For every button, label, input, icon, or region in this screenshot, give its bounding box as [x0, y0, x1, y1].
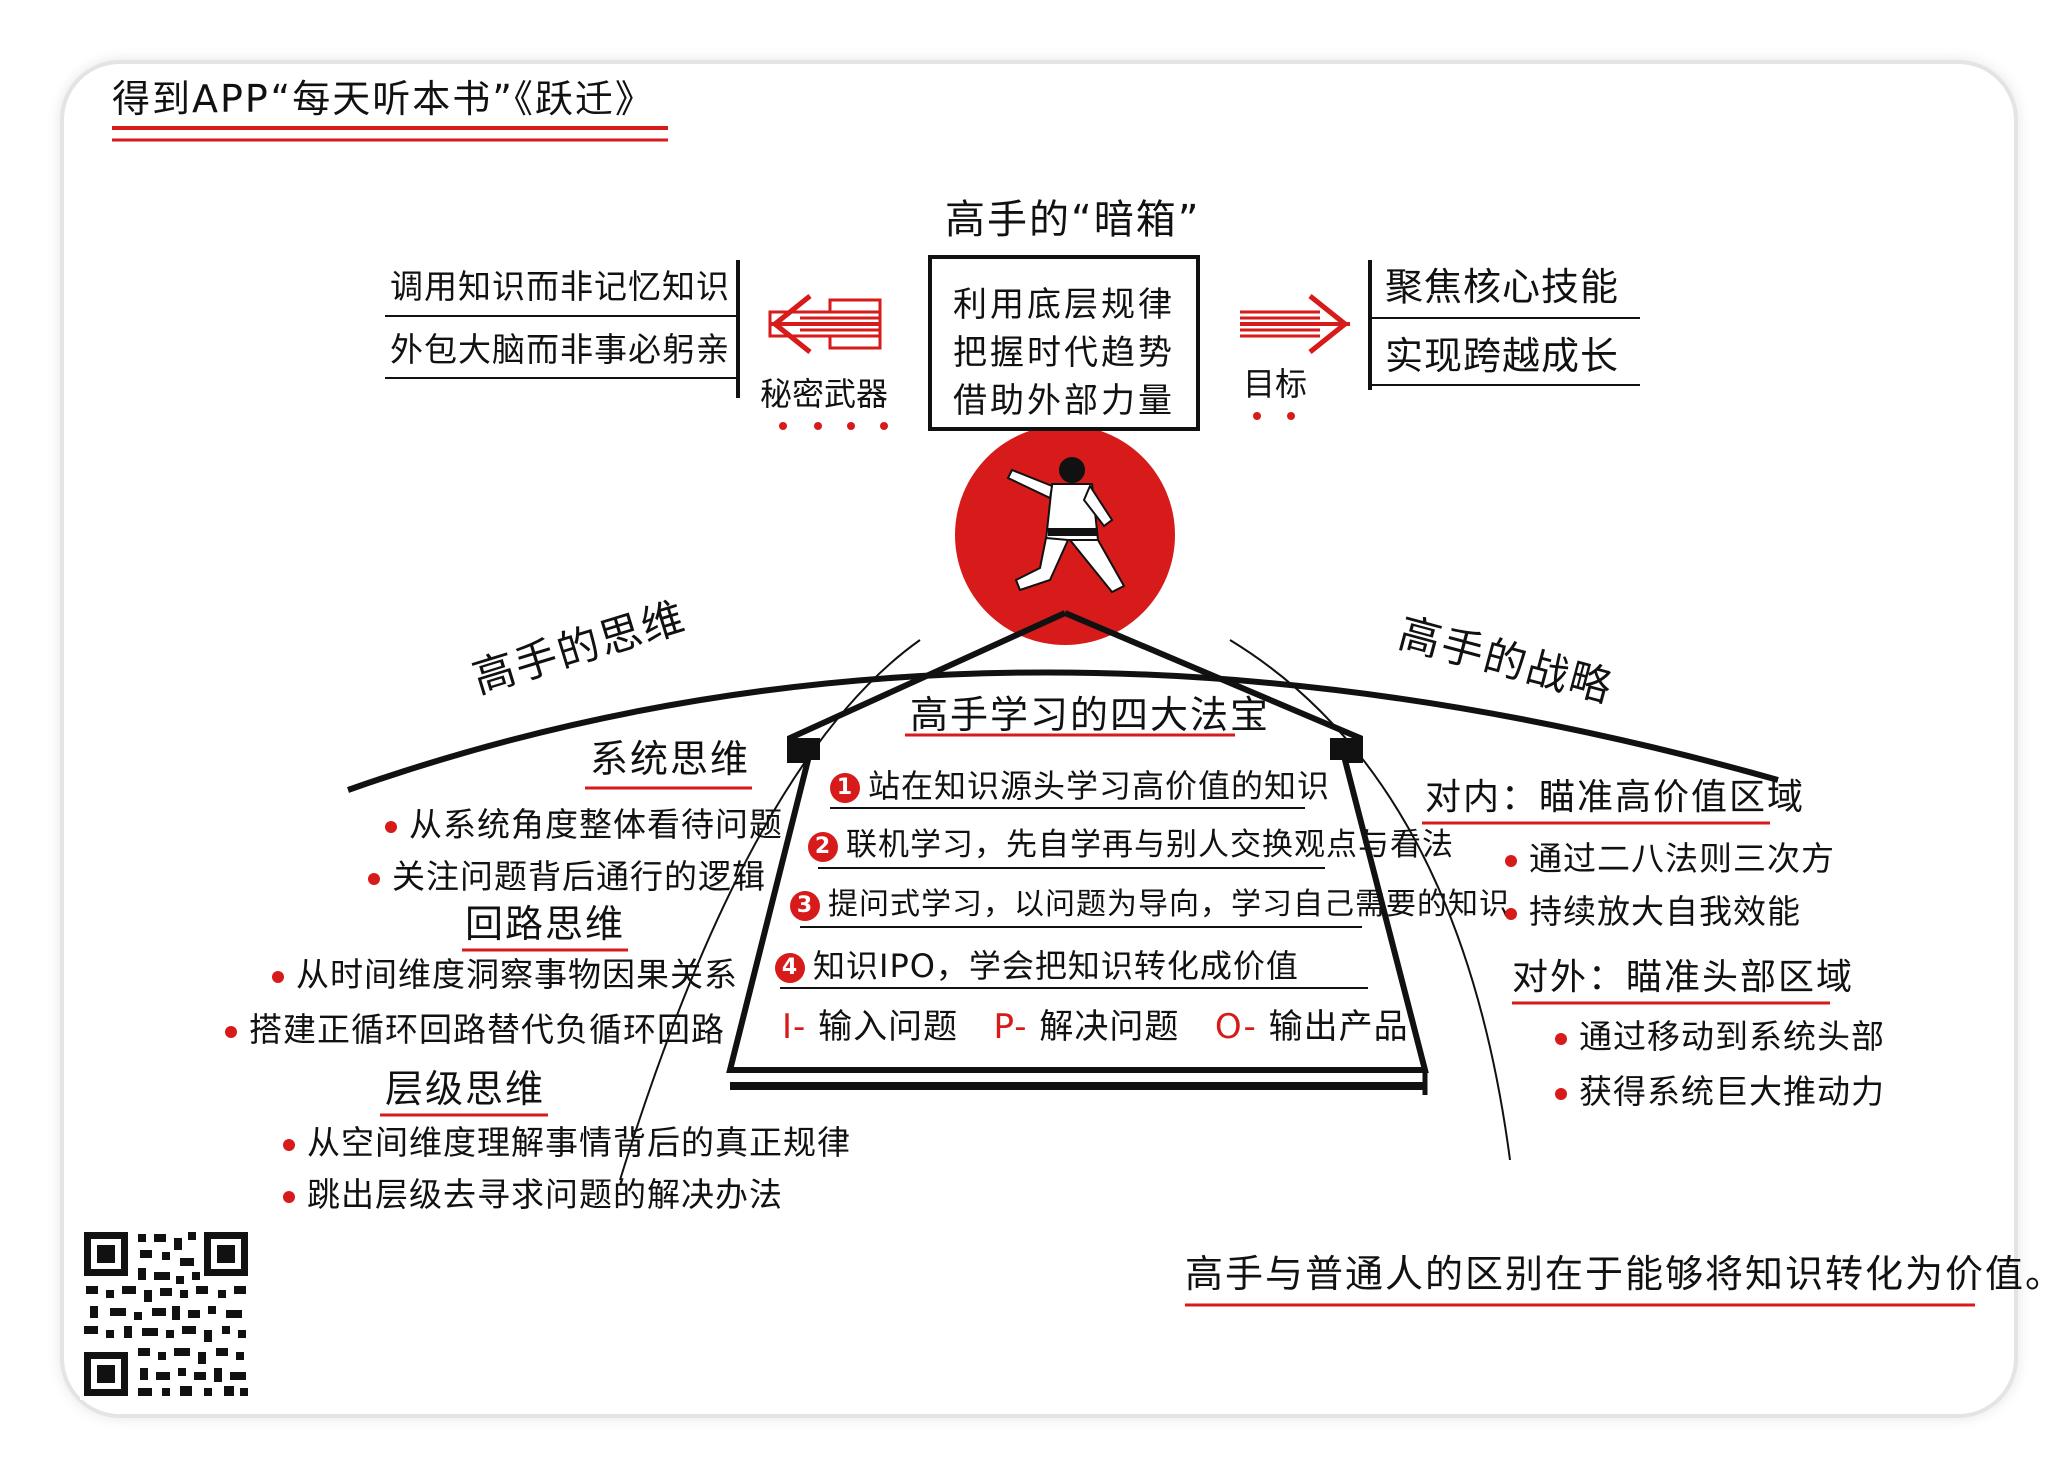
treasure-item-1: 1 站在知识源头学习高价值的知识: [830, 770, 1330, 803]
center-box: 利用底层规律 把握时代趋势 借助外部力量: [928, 255, 1200, 431]
center-line-1: 利用底层规律: [953, 285, 1175, 325]
outer-strategy-item: 通过移动到系统头部: [1555, 1020, 1885, 1053]
left-arrow-icon: [768, 294, 882, 354]
loop-thinking-heading: 回路思维: [465, 902, 626, 946]
system-thinking-heading: 系统思维: [590, 737, 751, 781]
ipo-row: I- 输入问题 P- 解决问题 O- 输出产品: [782, 1007, 1409, 1047]
system-thinking-item: 从系统角度整体看待问题: [385, 808, 783, 841]
treasure-item-2: 2 联机学习，先自学再与别人交换观点与看法: [808, 830, 1454, 862]
inner-strategy-item: 通过二八法则三次方: [1505, 842, 1835, 875]
center-line-3: 借助外部力量: [953, 381, 1175, 421]
loop-thinking-item: 搭建正循环回路替代负循环回路: [225, 1013, 725, 1046]
house-frame: [726, 610, 1429, 1095]
goal-item-1: 聚焦核心技能: [1385, 265, 1620, 309]
center-line-2: 把握时代趋势: [953, 333, 1175, 373]
inner-strategy-item: 持续放大自我效能: [1505, 895, 1801, 928]
level-thinking-item: 从空间维度理解事情背后的真正规律: [283, 1126, 851, 1159]
goal-label: 目标: [1243, 365, 1308, 403]
center-title: 高手的“暗箱”: [945, 197, 1201, 243]
treasure-item-4: 4 知识IPO，学会把知识转化成价值: [775, 950, 1299, 983]
secret-weapon-label: 秘密武器: [760, 375, 889, 413]
conclusion-text: 高手与普通人的区别在于能够将知识转化为价值。: [1185, 1252, 2066, 1296]
outer-strategy-item: 获得系统巨大推动力: [1555, 1075, 1885, 1108]
karate-figure-icon: [1006, 457, 1126, 594]
inner-strategy-heading: 对内：瞄准高价值区域: [1425, 777, 1806, 818]
loop-thinking-item: 从时间维度洞察事物因果关系: [272, 958, 738, 991]
weapon-item-1: 调用知识而非记忆知识: [390, 267, 730, 306]
goal-item-2: 实现跨越成长: [1385, 334, 1620, 378]
system-thinking-item: 关注问题背后通行的逻辑: [368, 860, 766, 893]
level-thinking-item: 跳出层级去寻求问题的解决办法: [283, 1178, 783, 1211]
outer-strategy-heading: 对外：瞄准头部区域: [1512, 957, 1855, 998]
weapon-item-2: 外包大脑而非事必躬亲: [390, 330, 730, 369]
level-thinking-heading: 层级思维: [385, 1067, 546, 1111]
right-arrow-icon: [1240, 294, 1350, 354]
treasures-title: 高手学习的四大法宝: [910, 693, 1271, 737]
treasure-item-3: 3 提问式学习，以问题为导向，学习自己需要的知识: [790, 890, 1510, 921]
qr-code-icon: [80, 1228, 252, 1400]
main-arc: [347, 669, 1779, 793]
page-title: 得到APP“每天听本书”《跃迁》: [112, 77, 655, 121]
